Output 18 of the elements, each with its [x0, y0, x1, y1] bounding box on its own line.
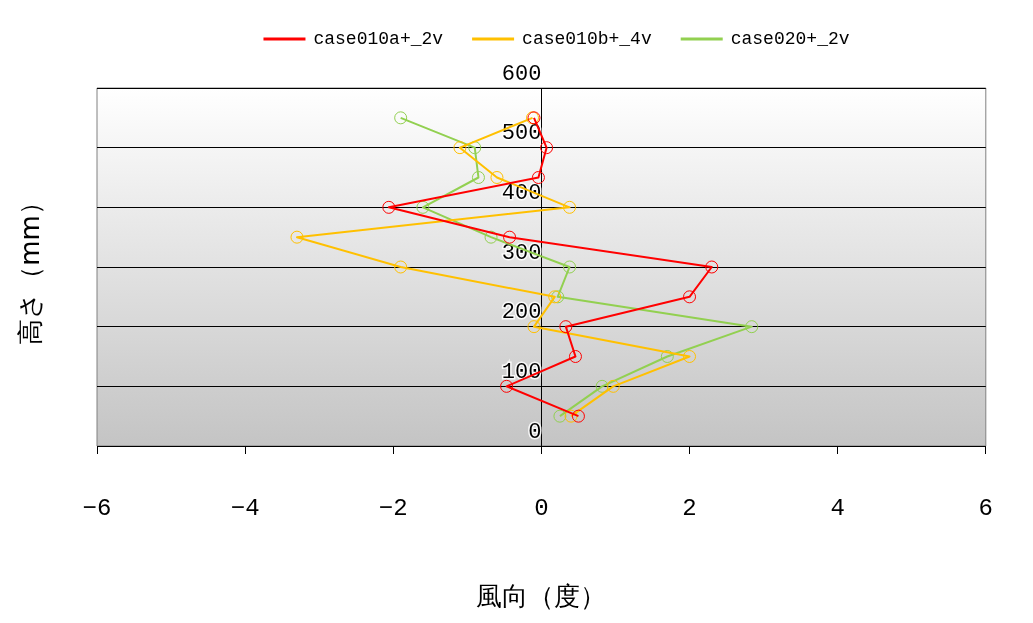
y-tick-label: 600 — [501, 61, 542, 87]
y-tick-label: 100 — [501, 359, 542, 385]
legend-label: case010a+_2v — [313, 28, 444, 49]
y-tick-label: 500 — [501, 121, 542, 147]
x-tick-label: 4 — [830, 494, 845, 522]
y-tick-label: 0 — [528, 419, 542, 445]
y-tick-label: 200 — [501, 300, 542, 326]
x-tick-label: 6 — [978, 494, 993, 522]
x-tick-label: 2 — [682, 494, 697, 522]
x-tick-label: −4 — [230, 494, 260, 522]
y-axis-title: 高さ（mm） — [14, 189, 45, 345]
x-tick-label: −2 — [378, 494, 408, 522]
x-tick-label: −6 — [82, 494, 112, 522]
x-axis-title: 風向（度） — [476, 581, 607, 612]
legend-label: case010b+_4v — [522, 28, 652, 49]
legend-label: case020+_2v — [730, 28, 850, 49]
y-tick-label: 400 — [501, 180, 542, 206]
y-tick-label: 300 — [501, 240, 542, 266]
